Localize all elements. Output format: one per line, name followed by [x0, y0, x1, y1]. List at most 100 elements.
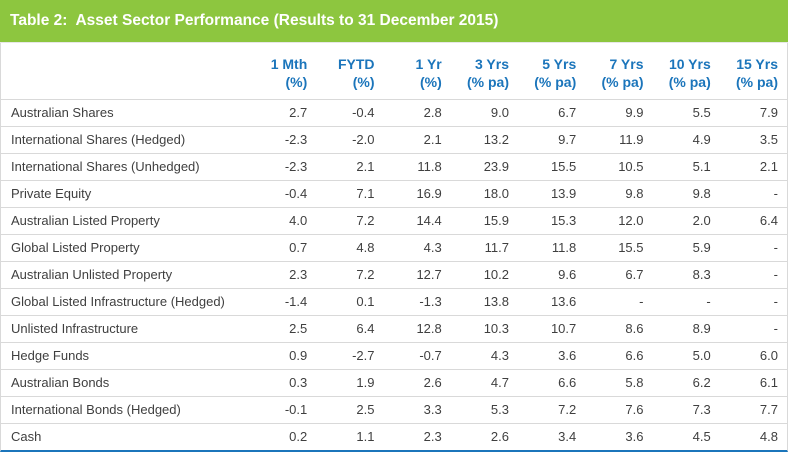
value-cell: - [719, 179, 787, 207]
sector-label: Hedge Funds [1, 341, 249, 369]
value-cell: 15.5 [585, 233, 653, 261]
value-cell: 2.3 [249, 260, 317, 288]
value-cell: 3.4 [518, 422, 586, 450]
table-row: Hedge Funds 0.9 -2.7 -0.7 4.3 3.6 6.6 5.0 6.0 [1, 341, 787, 369]
sector-label: International Bonds (Hedged) [1, 395, 249, 423]
sector-label: Unlisted Infrastructure [1, 314, 249, 342]
value-cell: 11.8 [383, 152, 451, 180]
table-header-row: 1 Mth (%) FYTD (%) 1 Yr (%) 3 Yrs (% pa) 5 Yrs (%… [1, 43, 787, 99]
value-cell: 7.3 [652, 395, 720, 423]
value-cell: 15.3 [518, 206, 586, 234]
performance-table: 1 Mth (%) FYTD (%) 1 Yr (%) 3 Yrs (% pa) 5 Yrs (%… [1, 43, 787, 450]
value-cell: - [652, 287, 720, 315]
table-row: Unlisted Infrastructure 2.5 6.4 12.8 10.3 10.… [1, 314, 787, 342]
value-cell: 5.9 [652, 233, 720, 261]
value-cell: -0.7 [383, 341, 451, 369]
value-cell: 16.9 [383, 179, 451, 207]
value-cell: -1.4 [249, 287, 317, 315]
value-cell: 4.8 [316, 233, 384, 261]
column-unit-label: (% pa) [736, 74, 778, 91]
value-cell: 12.0 [585, 206, 653, 234]
value-cell: 4.9 [652, 125, 720, 153]
value-cell: 11.8 [518, 233, 586, 261]
value-cell: 6.2 [652, 368, 720, 396]
value-cell: 11.9 [585, 125, 653, 153]
value-cell: 3.5 [719, 125, 787, 153]
value-cell: 3.6 [585, 422, 653, 450]
value-cell: 2.6 [383, 368, 451, 396]
value-cell: -2.3 [249, 125, 317, 153]
value-cell: 6.4 [316, 314, 384, 342]
table-row: Private Equity -0.4 7.1 16.9 18.0 13.9 9.8 9.8- [1, 179, 787, 207]
column-unit-label: (% pa) [601, 74, 644, 91]
value-cell: 4.7 [450, 368, 518, 396]
value-cell: 4.5 [652, 422, 720, 450]
value-cell: 10.3 [450, 314, 518, 342]
value-cell: 9.7 [518, 125, 586, 153]
value-cell: 23.9 [450, 152, 518, 180]
value-cell: 13.9 [518, 179, 586, 207]
value-cell: 2.5 [249, 314, 317, 342]
table-row: International Shares (Unhedged) -2.3 2.1 11… [1, 152, 787, 180]
value-cell: 4.3 [450, 341, 518, 369]
value-cell: 6.0 [719, 341, 787, 369]
value-cell: - [719, 287, 787, 315]
value-cell: 6.4 [719, 206, 787, 234]
column-header-10-yrs: 10 Yrs (% pa) [653, 43, 720, 99]
sector-label: Australian Bonds [1, 368, 249, 396]
column-header-7-yrs: 7 Yrs (% pa) [585, 43, 652, 99]
column-header-15-yrs: 15 Yrs (% pa) [720, 43, 787, 99]
table-row: Australian Bonds 0.3 1.9 2.6 4.7 6.6 5.8 6.2 6.1 [1, 368, 787, 396]
value-cell: 1.1 [316, 422, 384, 450]
value-cell: 0.9 [249, 341, 317, 369]
value-cell: 12.8 [383, 314, 451, 342]
sector-label: Cash [1, 422, 249, 450]
sector-label: Australian Unlisted Property [1, 260, 249, 288]
table-row: Global Listed Property 0.7 4.8 4.3 11.7 11.8 1… [1, 233, 787, 261]
sector-label: Private Equity [1, 179, 249, 207]
value-cell: 5.5 [652, 98, 720, 126]
value-cell: -0.4 [249, 179, 317, 207]
value-cell: 2.1 [719, 152, 787, 180]
sector-label: International Shares (Unhedged) [1, 152, 249, 180]
value-cell: 1.9 [316, 368, 384, 396]
value-cell: -1.3 [383, 287, 451, 315]
value-cell: 9.9 [585, 98, 653, 126]
value-cell: 0.7 [249, 233, 317, 261]
value-cell: -0.4 [316, 98, 384, 126]
column-period-label: 1 Yr [415, 56, 442, 73]
value-cell: 0.1 [316, 287, 384, 315]
value-cell: 0.3 [249, 368, 317, 396]
column-header-1-yr: 1 Yr (%) [384, 43, 451, 99]
value-cell: - [719, 314, 787, 342]
value-cell: 6.7 [585, 260, 653, 288]
table-frame: 1 Mth (%) FYTD (%) 1 Yr (%) 3 Yrs (% pa) 5 Yrs (%… [0, 43, 788, 452]
value-cell: 5.8 [585, 368, 653, 396]
value-cell: 8.9 [652, 314, 720, 342]
sector-label: Australian Listed Property [1, 206, 249, 234]
value-cell: 3.6 [518, 341, 586, 369]
table-title-bar: Table 2: Asset Sector Performance (Resul… [0, 0, 788, 43]
value-cell: 14.4 [383, 206, 451, 234]
column-period-label: 3 Yrs [475, 56, 509, 73]
table-row: International Shares (Hedged) -2.3 -2.0 2.1… [1, 125, 787, 153]
value-cell: 6.7 [518, 98, 586, 126]
value-cell: 2.5 [316, 395, 384, 423]
column-period-label: FYTD [337, 56, 375, 73]
value-cell: -2.7 [316, 341, 384, 369]
value-cell: 9.8 [585, 179, 653, 207]
sector-label: Australian Shares [1, 98, 249, 126]
column-header-fytd: FYTD (%) [316, 43, 383, 99]
table-row: Australian Unlisted Property 2.3 7.2 12.7 10… [1, 260, 787, 288]
column-period-label: 1 Mth [270, 56, 308, 73]
value-cell: 13.2 [450, 125, 518, 153]
table-header: 1 Mth (%) FYTD (%) 1 Yr (%) 3 Yrs (% pa) 5 Yrs (%… [1, 43, 787, 99]
value-cell: 9.6 [518, 260, 586, 288]
value-cell: 7.2 [316, 260, 384, 288]
table-title: Table 2: Asset Sector Performance (Resul… [10, 12, 499, 29]
table-body: Australian Shares 2.7 -0.4 2.8 9.0 6.7 9.9 5.5 7… [1, 98, 787, 450]
value-cell: 10.5 [585, 152, 653, 180]
column-unit-label: (% pa) [467, 74, 509, 91]
value-cell: 2.0 [652, 206, 720, 234]
